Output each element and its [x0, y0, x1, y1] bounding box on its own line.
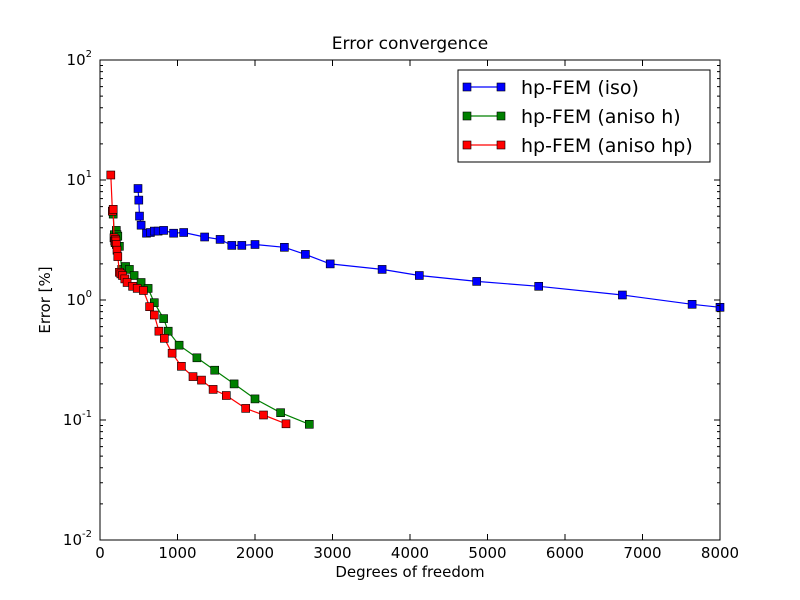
data-point: [281, 419, 291, 429]
series-0: [133, 184, 725, 312]
data-point: [208, 385, 218, 394]
legend-label: hp-FEM (iso): [521, 77, 639, 99]
data-point: [129, 271, 139, 280]
data-point: [134, 195, 144, 205]
data-point: [136, 220, 146, 230]
series-layer: [106, 170, 725, 429]
data-point: [377, 265, 387, 274]
data-point: [229, 379, 239, 389]
x-tick-label: 1000: [158, 544, 196, 562]
y-tick-label: 100: [67, 289, 92, 309]
data-point: [174, 340, 184, 350]
data-point: [159, 314, 168, 323]
data-point: [237, 241, 247, 250]
data-point: [160, 333, 169, 343]
data-point: [250, 240, 260, 249]
data-point: [167, 348, 177, 358]
x-tick-label: 6000: [546, 544, 584, 562]
data-point: [177, 361, 186, 371]
x-tick-label: 5000: [468, 544, 506, 562]
data-point: [133, 184, 143, 193]
legend-entry-0: hp-FEM (iso): [462, 77, 639, 99]
data-point: [241, 404, 250, 413]
data-point: [106, 170, 116, 180]
y-tick-label: 10-1: [63, 409, 92, 429]
data-point: [192, 353, 202, 363]
data-point: [200, 232, 209, 242]
y-tick-label: 102: [67, 49, 92, 69]
data-point: [222, 391, 231, 400]
data-point: [534, 281, 544, 291]
legend-entry-1: hp-FEM (aniso h): [462, 106, 681, 128]
y-axis-label: Error [%]: [36, 266, 54, 333]
series-2: [106, 170, 291, 429]
data-point: [276, 408, 285, 418]
legend-marker: [462, 111, 472, 121]
data-point: [618, 290, 627, 300]
x-tick-label: 3000: [313, 544, 351, 562]
data-point: [113, 252, 123, 261]
data-point: [472, 277, 482, 286]
data-point: [227, 241, 237, 250]
data-point: [414, 271, 424, 280]
data-point: [210, 365, 219, 375]
data-point: [145, 302, 154, 312]
data-point: [125, 265, 134, 274]
legend-label: hp-FEM (aniso hp): [521, 135, 693, 157]
legend-marker: [462, 140, 472, 150]
plot-frame: [99, 59, 721, 541]
data-point: [250, 394, 260, 404]
data-point: [280, 243, 289, 252]
legend-marker: [462, 82, 472, 92]
legend-entry-2: hp-FEM (aniso hp): [462, 135, 693, 157]
legend-marker: [496, 140, 506, 150]
legend-marker: [496, 82, 506, 92]
data-point: [135, 211, 144, 221]
x-axis-label: Degrees of freedom: [335, 563, 484, 581]
data-point: [215, 235, 225, 244]
data-point: [159, 226, 168, 235]
legend-label: hp-FEM (aniso h): [521, 106, 681, 128]
data-point: [150, 310, 159, 320]
data-point: [154, 326, 164, 336]
legend-marker: [496, 111, 506, 121]
x-tick-label: 7000: [623, 544, 661, 562]
x-tick-label: 0: [95, 544, 105, 562]
y-tick-label: 101: [67, 169, 92, 189]
x-tick-label: 2000: [236, 544, 274, 562]
data-point: [197, 375, 206, 385]
data-point: [301, 250, 310, 259]
data-point: [108, 205, 118, 214]
y-tick-label: 10-2: [63, 529, 92, 549]
data-point: [139, 286, 148, 295]
data-point: [304, 419, 314, 429]
x-tick-label: 8000: [701, 544, 739, 562]
x-tick-label: 4000: [391, 544, 429, 562]
data-point: [188, 372, 198, 381]
data-point: [325, 259, 335, 269]
data-point: [179, 228, 188, 237]
legend: hp-FEM (iso) hp-FEM (aniso h) hp-FEM (anis…: [457, 69, 711, 163]
data-point: [687, 299, 697, 309]
chart-title: Error convergence: [332, 34, 488, 54]
data-point: [169, 228, 178, 238]
data-point: [259, 410, 268, 420]
